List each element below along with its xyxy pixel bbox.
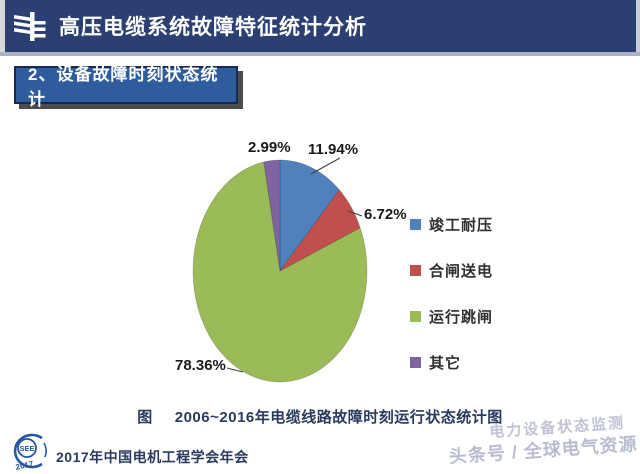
legend-label: 其它 [429, 355, 462, 372]
leader-line-green [226, 367, 244, 373]
cable-logo-icon [14, 12, 46, 41]
figure-caption-prefix: 图 [137, 409, 153, 426]
chart-legend: 竣工耐压 合闸送电 运行跳闸 其它 [410, 214, 493, 398]
leader-line-blue [310, 157, 341, 175]
pie-label-other: 2.99% [248, 139, 291, 156]
leader-line-red [347, 210, 363, 217]
logo-see-text: SEE [19, 444, 34, 453]
pie-slice-other [263, 159, 281, 272]
legend-label: 竣工耐压 [429, 217, 494, 234]
legend-swatch-blue [410, 219, 421, 230]
page-title: 高压电缆系统故障特征统计分析 [59, 16, 367, 39]
legend-swatch-purple [410, 357, 421, 368]
legend-item-completion-test: 竣工耐压 [410, 214, 493, 235]
conference-name: 2017年中国电机工程学会年会 [56, 449, 249, 465]
csee-logo: SEE 2017 [13, 433, 47, 472]
pie-slice-operation-trip [192, 161, 368, 383]
header-bar: 高压电缆系统故障特征统计分析 [0, 0, 640, 52]
legend-label: 合闸送电 [429, 263, 494, 280]
section-badge: 2、设备故障时刻状态统计 [14, 65, 238, 109]
pie-slice-energizing [279, 189, 361, 272]
figure-caption-text: 2006~2016年电缆线路故障时刻运行状态统计图 [174, 409, 503, 426]
legend-swatch-red [410, 265, 421, 276]
legend-label: 运行跳闸 [429, 309, 494, 326]
header-divider [0, 52, 640, 56]
pie-label-operation-trip: 78.36% [175, 357, 226, 374]
figure-caption: 图 2006~2016年电缆线路故障时刻运行状态统计图 [0, 406, 640, 427]
pie-label-energizing: 6.72% [364, 206, 407, 223]
pie-label-completion-test: 11.94% [308, 141, 359, 158]
section-badge-label: 2、设备故障时刻状态统计 [28, 65, 219, 109]
logo-year-text: 2017 [15, 459, 35, 472]
legend-swatch-green [410, 311, 421, 322]
legend-item-operation-trip: 运行跳闸 [410, 306, 493, 327]
pie-slice-completion-test [279, 159, 340, 272]
legend-item-other: 其它 [410, 352, 493, 373]
legend-item-energizing: 合闸送电 [410, 260, 493, 281]
